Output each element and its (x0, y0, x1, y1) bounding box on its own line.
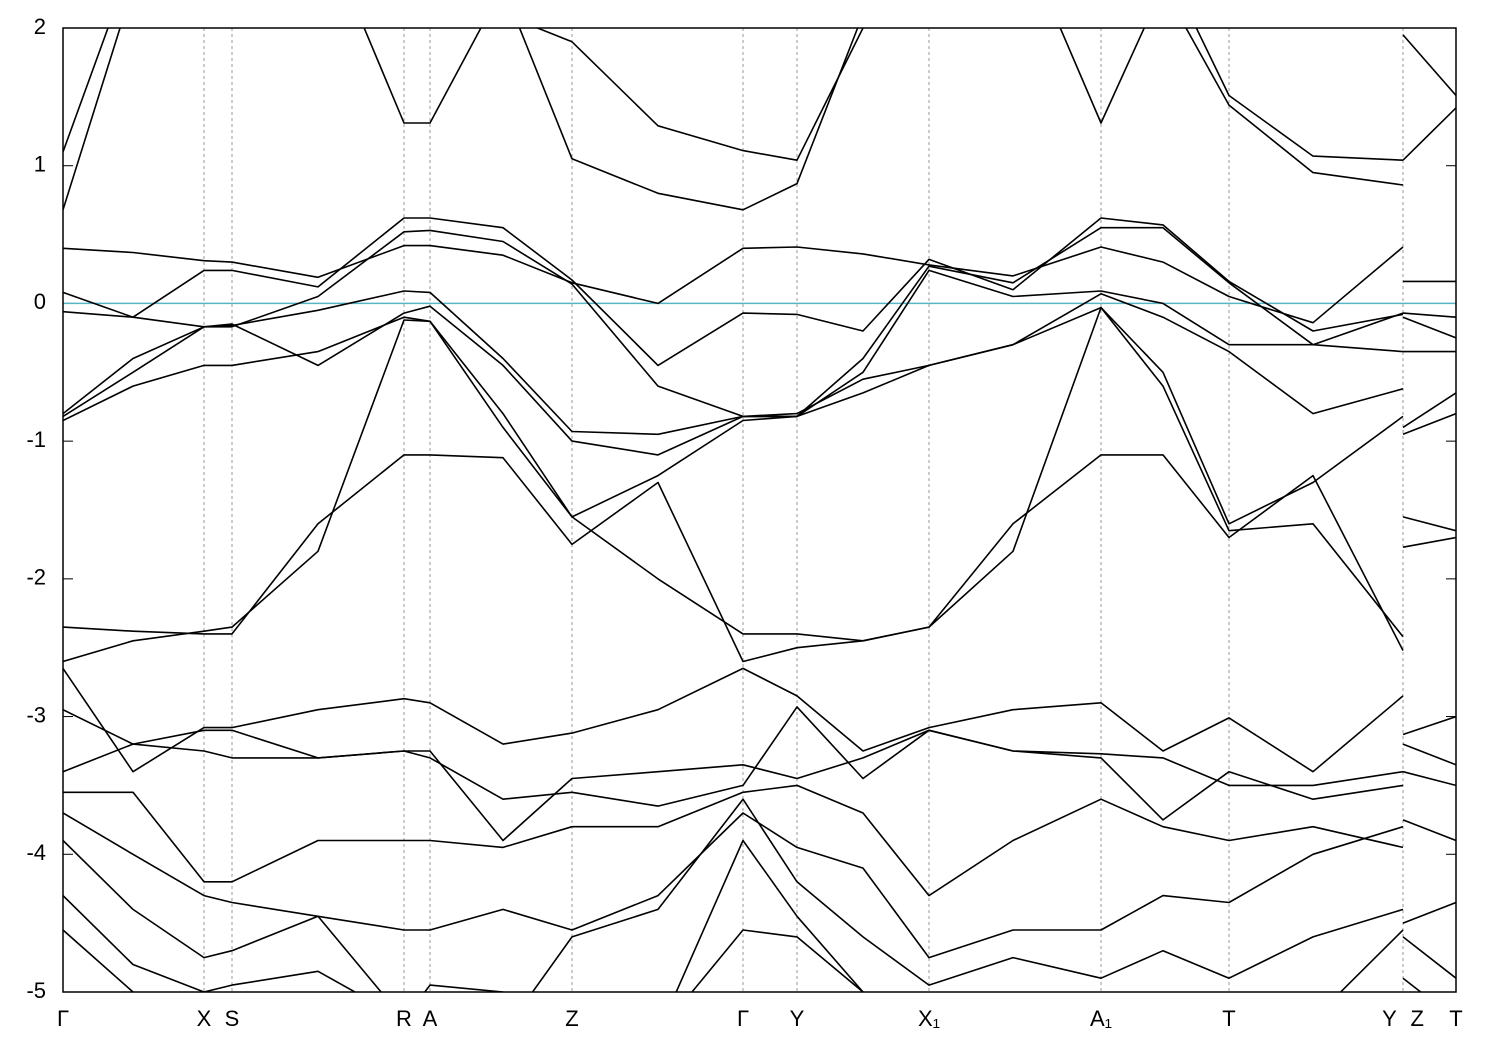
band-line (63, 812, 1456, 959)
x-tick-label: T (1222, 1006, 1235, 1031)
y-tick-label: -4 (26, 840, 46, 865)
band-line (63, 929, 865, 992)
y-tick-label: 0 (34, 289, 46, 314)
bands (63, 28, 1456, 992)
x-tick-label: A₁ (1090, 1006, 1112, 1031)
y-tick-label: -5 (26, 978, 46, 1003)
band-line (63, 706, 1456, 807)
x-tick-label: A (423, 1006, 438, 1031)
x-tick-label: T (1449, 1006, 1462, 1031)
x-tick-label: X₁ (918, 1006, 940, 1031)
x-tick-label: R (396, 1006, 412, 1031)
y-tick-label: 2 (34, 14, 46, 39)
band-line (63, 839, 1423, 992)
y-tick-label: -3 (26, 702, 46, 727)
band-line (63, 244, 1456, 324)
band-line (63, 306, 1456, 532)
band-line (63, 217, 1456, 367)
band-line (63, 454, 1456, 663)
band-line (63, 269, 1456, 436)
x-tick-label: Γ (737, 1006, 749, 1031)
band-line (63, 226, 1456, 418)
x-tick-label: X (197, 1006, 212, 1031)
band-line (63, 293, 1456, 456)
labels: -5 -4 -3 -2 -1 0 1 2 Γ X S R A Z Γ Y X₁ A₁ T Y Z T (26, 14, 1462, 1031)
x-tick-label: Y (790, 1006, 805, 1031)
plot-frame (62, 27, 1457, 993)
band-line (63, 306, 1456, 663)
band-line (63, 28, 1456, 211)
band-line (63, 667, 1456, 773)
band-line (63, 28, 1456, 161)
x-tick-label: Z (565, 1006, 578, 1031)
band-line (63, 784, 1456, 897)
x-tick-label: Γ (57, 1006, 69, 1031)
band-line (63, 798, 1456, 992)
band-line (63, 729, 1456, 842)
y-tick-label: 1 (34, 152, 46, 177)
y-tick-label: -2 (26, 565, 46, 590)
x-tick-label: Y Z (1382, 1006, 1424, 1031)
grid (62, 27, 1457, 993)
x-tick-label: S (225, 1006, 240, 1031)
y-tick-label: -1 (26, 427, 46, 452)
